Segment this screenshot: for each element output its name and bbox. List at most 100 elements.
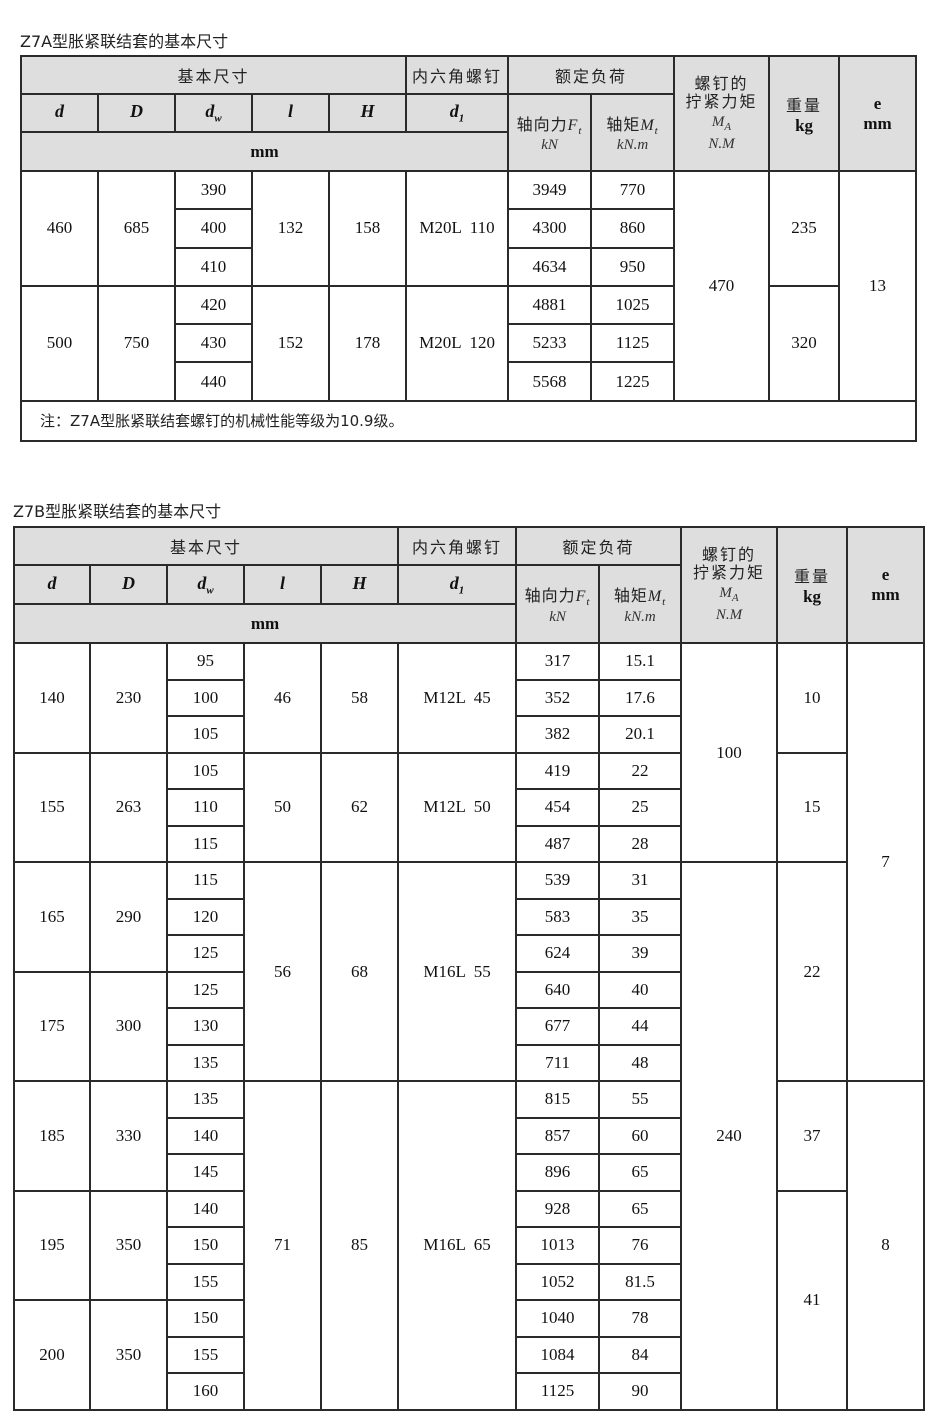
header-col-D: D bbox=[89, 564, 168, 605]
header-tightening-torque: 螺钉的 拧紧力矩 MA N.M bbox=[673, 55, 771, 172]
cell-torque: 31 bbox=[598, 861, 683, 900]
text: 重量 bbox=[794, 567, 831, 586]
cell-dw: 135 bbox=[166, 1080, 245, 1119]
cell-dw: 160 bbox=[166, 1372, 245, 1411]
cell-torque: 40 bbox=[598, 970, 683, 1009]
cell-dw: 120 bbox=[166, 897, 245, 936]
text: mm bbox=[250, 141, 279, 161]
text: 1 bbox=[458, 584, 465, 597]
text: w bbox=[206, 584, 214, 597]
table-note: 注：Z7A型胀紧联结套螺钉的机械性能等级为10.9级。 bbox=[19, 399, 918, 442]
cell-e: 8 bbox=[846, 1080, 926, 1411]
cell-H: 178 bbox=[327, 284, 408, 402]
header-tightening-torque: 螺钉的 拧紧力矩 MA N.M bbox=[680, 526, 779, 644]
cell-dw: 150 bbox=[166, 1299, 245, 1338]
header-col-H: H bbox=[327, 93, 408, 133]
header-col-d: d bbox=[20, 93, 99, 133]
text: N.M bbox=[715, 607, 743, 623]
cell-D: 330 bbox=[89, 1080, 168, 1192]
text: 轴向力 bbox=[516, 114, 568, 134]
table-row: 125 624 39 bbox=[14, 934, 924, 973]
text: t bbox=[662, 596, 667, 609]
cell-axial-force: 1013 bbox=[515, 1226, 601, 1265]
cell-weight: 10 bbox=[776, 642, 849, 754]
text: 额定负荷 bbox=[562, 538, 635, 557]
text: 轴向力 bbox=[524, 586, 576, 606]
cell-l: 50 bbox=[243, 751, 322, 863]
cell-axial-force: 896 bbox=[515, 1153, 601, 1192]
header-col-l: l bbox=[243, 564, 322, 605]
header-axial-force: 轴向力Ft kN bbox=[507, 93, 593, 172]
header-rated-load: 额定负荷 bbox=[515, 526, 683, 566]
text: F bbox=[575, 588, 587, 606]
text: d bbox=[55, 101, 64, 122]
cell-axial-force: 419 bbox=[515, 751, 601, 790]
cell-axial-force: 857 bbox=[515, 1116, 601, 1155]
cell-axial-force: 624 bbox=[515, 934, 601, 973]
table-row: 115 487 28 bbox=[14, 824, 924, 863]
cell-D: 230 bbox=[89, 642, 168, 754]
cell-dw: 125 bbox=[166, 970, 245, 1009]
header-screw: 内六角螺钉 bbox=[397, 526, 518, 566]
text: mm bbox=[250, 613, 280, 633]
cell-torque: 84 bbox=[598, 1335, 683, 1374]
cell-H: 62 bbox=[319, 751, 400, 863]
text: d bbox=[449, 572, 459, 593]
text: 拧紧力矩 bbox=[685, 91, 758, 111]
cell-d: 175 bbox=[13, 970, 91, 1082]
header-unit-mm: mm bbox=[12, 603, 518, 644]
cell-torque: 81.5 bbox=[598, 1262, 683, 1301]
cell-torque: 770 bbox=[590, 169, 676, 211]
cell-torque: 35 bbox=[598, 897, 683, 936]
cell-axial-force: 454 bbox=[515, 788, 601, 827]
cell-d: 155 bbox=[13, 751, 91, 863]
text: mm bbox=[871, 585, 900, 604]
header-unit-mm: mm bbox=[19, 131, 510, 172]
cell-l: 71 bbox=[243, 1080, 322, 1411]
text: t bbox=[654, 125, 659, 138]
text: 基本尺寸 bbox=[177, 67, 250, 86]
cell-dw: 155 bbox=[166, 1335, 245, 1374]
table-row: 185 330 135 71 85 M16L 65 815 55 37 8 bbox=[13, 1080, 926, 1411]
cell-D: 350 bbox=[89, 1299, 168, 1411]
cell-torque: 950 bbox=[590, 246, 676, 287]
cell-weight: 235 bbox=[768, 170, 841, 287]
cell-torque: 22 bbox=[598, 751, 683, 790]
cell-axial-force: 352 bbox=[515, 678, 601, 717]
text: l bbox=[279, 572, 285, 593]
text: 轴矩 bbox=[613, 586, 648, 606]
cell-l: 56 bbox=[243, 861, 322, 1082]
cell-l: 152 bbox=[251, 284, 330, 402]
cell-dw: 115 bbox=[166, 861, 245, 900]
table-row: 105 382 20.1 bbox=[14, 715, 924, 754]
cell-weight: 41 bbox=[776, 1189, 849, 1411]
cell-tightening-torque: 470 bbox=[673, 170, 771, 402]
cell-e: 13 bbox=[838, 170, 918, 402]
cell-torque: 60 bbox=[598, 1116, 683, 1155]
cell-d: 500 bbox=[20, 284, 99, 402]
text: kN.m bbox=[616, 137, 649, 154]
text: kg bbox=[803, 587, 822, 606]
cell-e: 7 bbox=[846, 642, 926, 1082]
cell-d: 165 bbox=[13, 861, 91, 973]
text: 额定负荷 bbox=[555, 67, 628, 86]
text: M bbox=[647, 588, 663, 606]
cell-D: 290 bbox=[89, 861, 168, 973]
text: 基本尺寸 bbox=[170, 538, 243, 557]
text: N.M bbox=[708, 135, 735, 152]
cell-torque: 44 bbox=[598, 1007, 683, 1046]
cell-d1: M12L 50 bbox=[397, 751, 518, 863]
cell-dw: 125 bbox=[166, 934, 245, 973]
cell-dw: 390 bbox=[174, 169, 253, 211]
cell-dw: 400 bbox=[174, 208, 253, 249]
header-weight: 重量 kg bbox=[768, 55, 841, 172]
table-row: 135 711 48 bbox=[14, 1043, 924, 1082]
table-row: 500 750 420 152 178 M20L 120 4881 1025 320 bbox=[20, 284, 916, 402]
cell-dw: 135 bbox=[166, 1043, 245, 1082]
table-row: 140 857 60 bbox=[14, 1116, 924, 1155]
cell-dw: 130 bbox=[166, 1007, 245, 1046]
cell-torque: 28 bbox=[598, 824, 683, 863]
table-row: 155 1084 84 bbox=[14, 1335, 924, 1374]
